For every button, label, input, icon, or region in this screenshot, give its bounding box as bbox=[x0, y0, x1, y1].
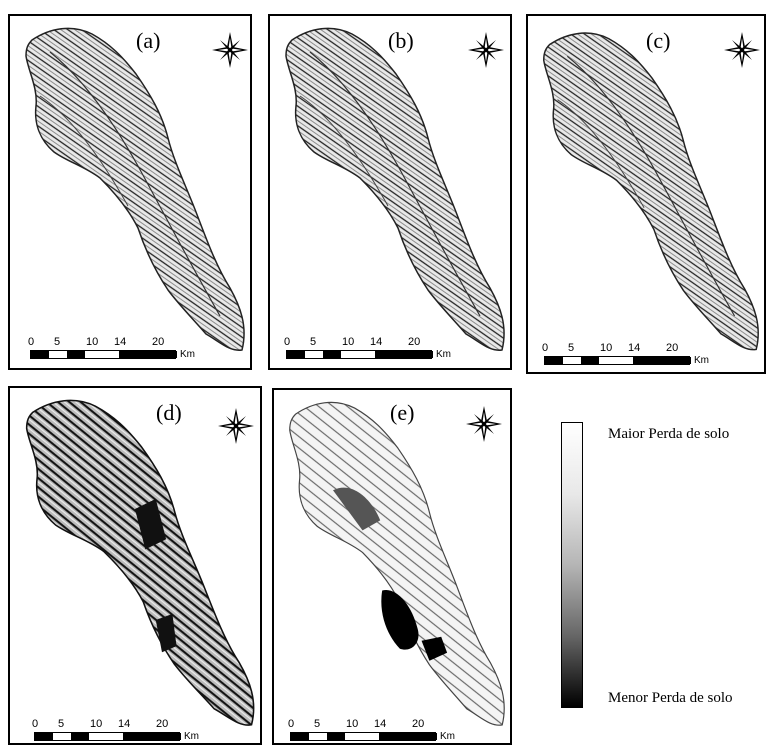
compass-rose-icon bbox=[218, 408, 254, 444]
scale-unit-c: Km bbox=[694, 355, 709, 366]
panel-label-d: (d) bbox=[156, 400, 182, 425]
scale-unit-e: Km bbox=[440, 731, 455, 742]
scale-bar-a: 0 5 10 14 20 Km bbox=[28, 336, 195, 360]
compass-rose-icon bbox=[466, 406, 502, 442]
map-panel-d: (d) 0 5 10 14 20 Km bbox=[8, 386, 262, 745]
compass-rose-icon bbox=[468, 32, 504, 68]
panel-label-e: (e) bbox=[390, 400, 415, 425]
legend-gradient bbox=[561, 422, 583, 708]
scale-bar-e: 0 5 10 14 20 Km bbox=[288, 718, 455, 742]
panel-label-c: (c) bbox=[646, 28, 671, 53]
map-panel-e: (e) 0 5 10 14 20 Km bbox=[272, 388, 512, 745]
map-panel-c: (c) 0 5 10 14 20 Km bbox=[526, 14, 766, 374]
scale-bar-b: 0 5 10 14 20 Km bbox=[284, 336, 451, 360]
scale-unit-b: Km bbox=[436, 349, 451, 360]
scale-bar-c: 0 5 10 14 20 Km bbox=[542, 342, 709, 366]
compass-rose-icon bbox=[212, 32, 248, 68]
compass-rose-icon bbox=[724, 32, 760, 68]
scale-bar-d: 0 5 10 14 20 Km bbox=[32, 718, 199, 742]
legend-label-low: Menor Perda de solo bbox=[608, 690, 733, 706]
map-panel-b: (b) 0 5 10 14 20 Km bbox=[268, 14, 512, 370]
panel-label-b: (b) bbox=[388, 28, 414, 53]
scale-unit-a: Km bbox=[180, 349, 195, 360]
panel-label-a: (a) bbox=[136, 28, 161, 53]
legend-label-high: Maior Perda de solo bbox=[608, 426, 730, 442]
map-panel-a: (a) 0 5 10 14 20 Km bbox=[8, 14, 252, 370]
scale-unit-d: Km bbox=[184, 731, 199, 742]
